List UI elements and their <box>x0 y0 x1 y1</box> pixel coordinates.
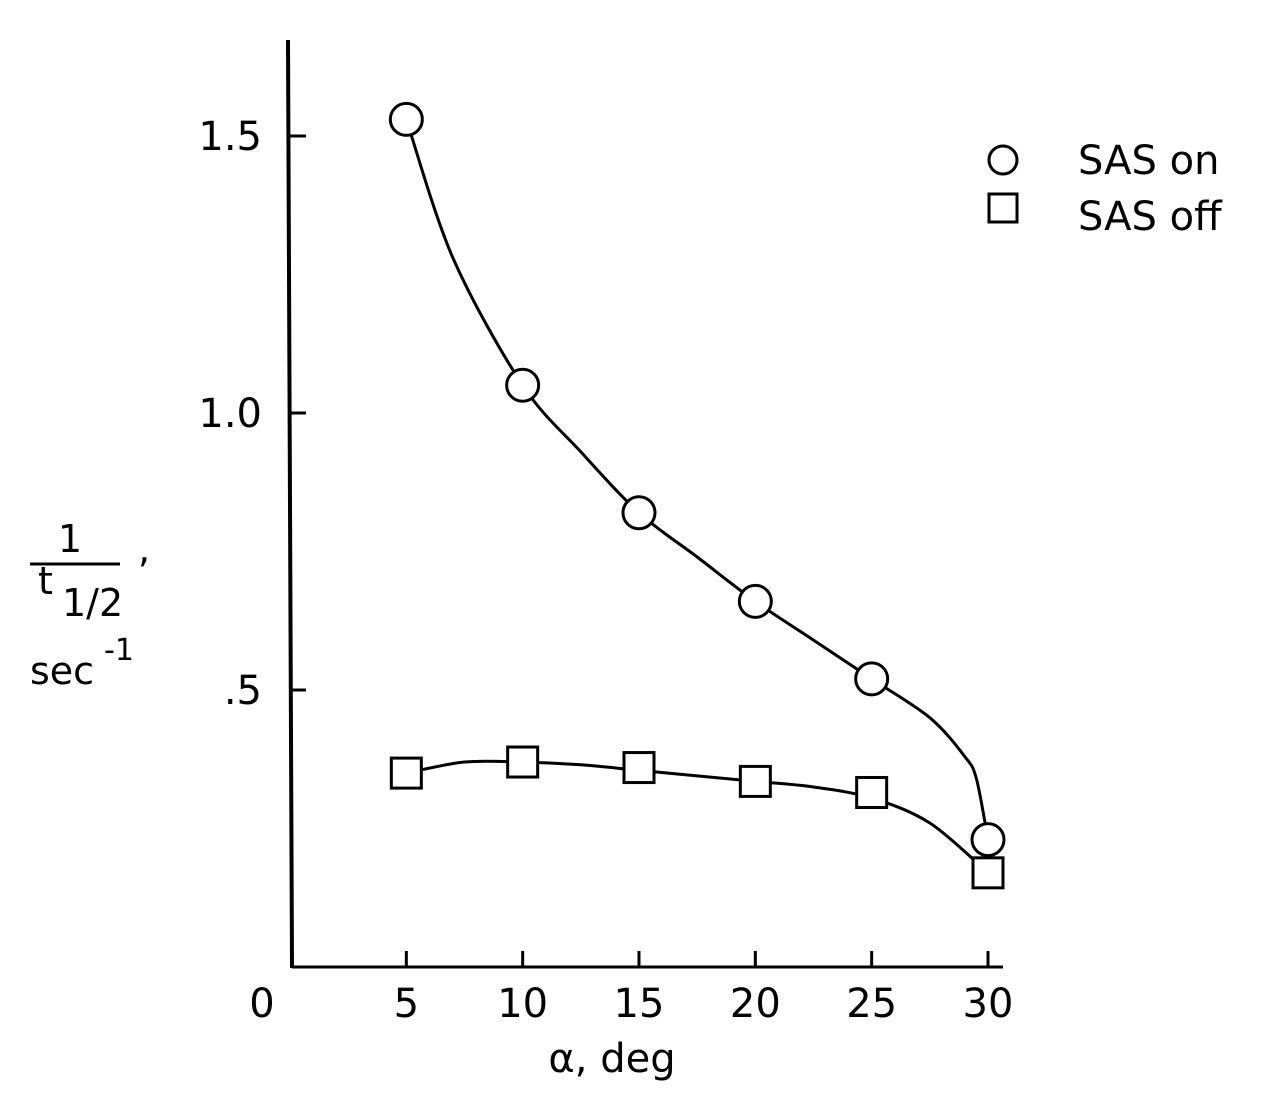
point-sas-on-2 <box>621 495 657 531</box>
point-sas-off-1 <box>506 745 540 779</box>
legend-label-sas-on: SAS on <box>1078 138 1219 184</box>
point-sas-on-1 <box>505 367 541 403</box>
x-tick-label-2: 10 <box>497 981 548 1027</box>
point-sas-off-5 <box>971 856 1005 890</box>
point-sas-off-2 <box>622 751 656 785</box>
y-tick-label-1: 1.0 <box>198 391 262 437</box>
y-tick-label-0: .5 <box>224 668 262 714</box>
x-tick-label-4: 20 <box>730 981 781 1027</box>
y-ticks: .5 1.0 1.5 <box>198 114 306 714</box>
x-tick-label-6: 30 <box>963 981 1014 1027</box>
x-axis-label: α, deg <box>548 1036 675 1082</box>
ylabel-unit-base: sec <box>30 649 94 693</box>
point-sas-on-0 <box>388 101 424 137</box>
x-tick-label-1: 5 <box>394 981 419 1027</box>
point-sas-on-3 <box>737 583 773 619</box>
point-sas-off-3 <box>738 764 772 798</box>
point-sas-off-0 <box>389 756 423 790</box>
point-sas-on-5 <box>970 822 1006 858</box>
ylabel-separator: , <box>138 527 150 571</box>
series-layer <box>388 101 1006 890</box>
series-line-sas-on <box>404 118 990 840</box>
y-tick-label-2: 1.5 <box>198 114 262 160</box>
legend-marker-sas-on <box>987 144 1019 176</box>
point-sas-off-4 <box>855 775 889 809</box>
x-tick-label-3: 15 <box>614 981 665 1027</box>
legend-marker-sas-off <box>987 192 1019 224</box>
ylabel-numerator: 1 <box>58 517 82 561</box>
series-line-sas-off <box>406 759 989 874</box>
ylabel-denominator-subscript: 1/2 <box>62 581 123 625</box>
legend-label-sas-off: SAS off <box>1078 194 1223 240</box>
y-axis <box>286 39 294 969</box>
ylabel-unit-exponent: -1 <box>104 633 134 668</box>
x-tick-label-0: 0 <box>249 981 274 1027</box>
point-sas-on-4 <box>854 661 890 697</box>
x-ticks: 0 5 10 15 20 25 30 <box>249 951 1013 1027</box>
legend: SAS on SAS off <box>987 138 1223 240</box>
x-tick-label-5: 25 <box>846 981 897 1027</box>
ylabel-denominator-base: t <box>38 559 53 603</box>
y-axis-label: 1 , t 1/2 sec -1 <box>30 517 150 693</box>
